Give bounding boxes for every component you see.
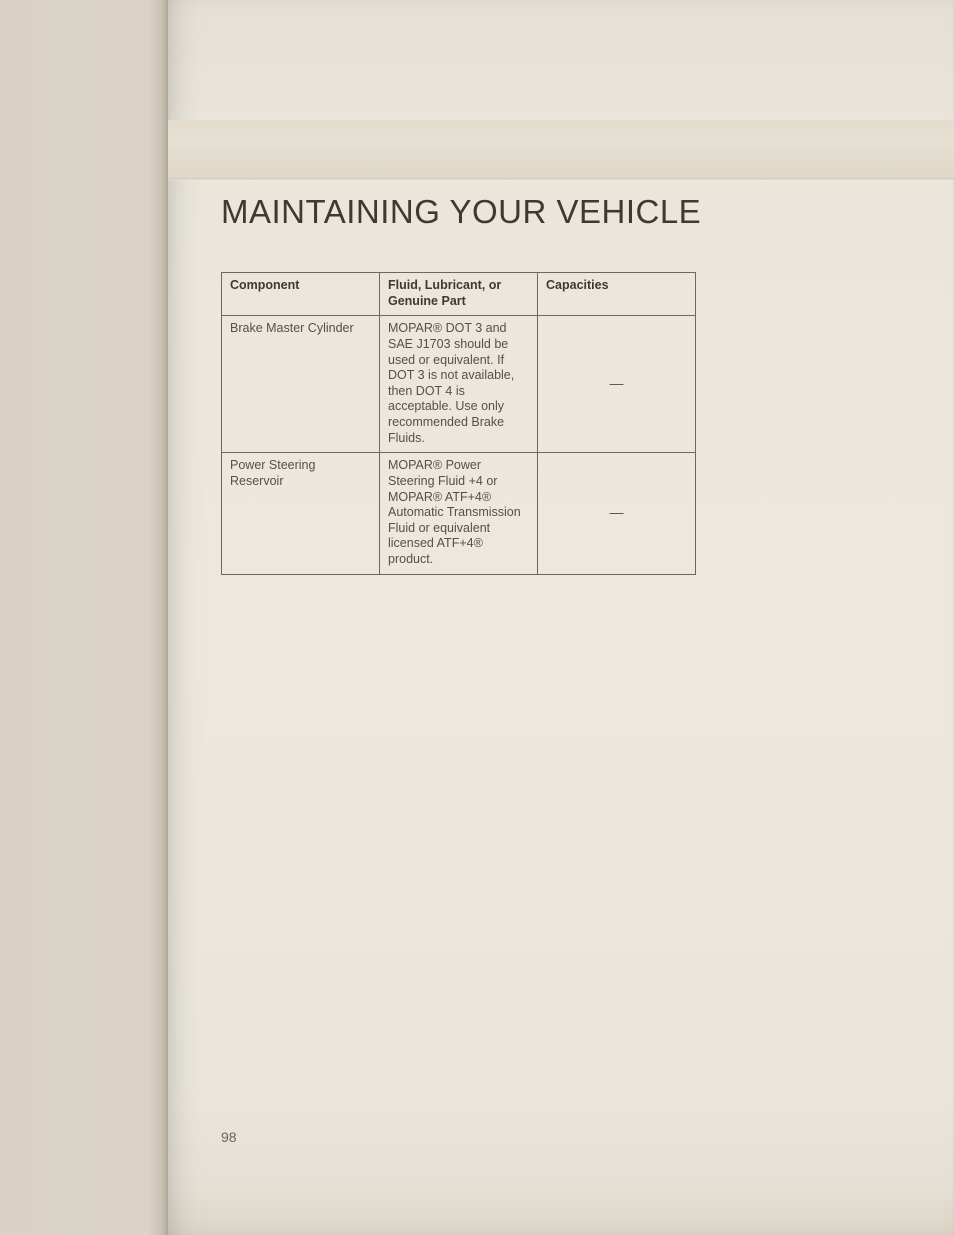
cell-fluid: MOPAR® DOT 3 and SAE J1703 should be use…: [380, 316, 538, 453]
col-header-fluid: Fluid, Lubricant, or Genuine Part: [380, 273, 538, 316]
page-number: 98: [221, 1129, 237, 1145]
col-header-capacities: Capacities: [538, 273, 696, 316]
page-background: [168, 0, 954, 1235]
cell-component: Brake Master Cylinder: [222, 316, 380, 453]
cell-capacities: —: [538, 453, 696, 574]
cell-component: Power Steering Reservoir: [222, 453, 380, 574]
header-band: [168, 120, 954, 180]
cell-capacities: —: [538, 316, 696, 453]
col-header-component: Component: [222, 273, 380, 316]
table-row: Power Steering Reservoir MOPAR® Power St…: [222, 453, 696, 574]
fluids-table: Component Fluid, Lubricant, or Genuine P…: [221, 272, 696, 575]
left-gutter: [0, 0, 168, 1235]
cell-fluid: MOPAR® Power Steering Fluid +4 or MOPAR®…: [380, 453, 538, 574]
document-spread: MAINTAINING YOUR VEHICLE Component Fluid…: [0, 0, 954, 1235]
table-header-row: Component Fluid, Lubricant, or Genuine P…: [222, 273, 696, 316]
page-title: MAINTAINING YOUR VEHICLE: [221, 193, 701, 231]
table-row: Brake Master Cylinder MOPAR® DOT 3 and S…: [222, 316, 696, 453]
